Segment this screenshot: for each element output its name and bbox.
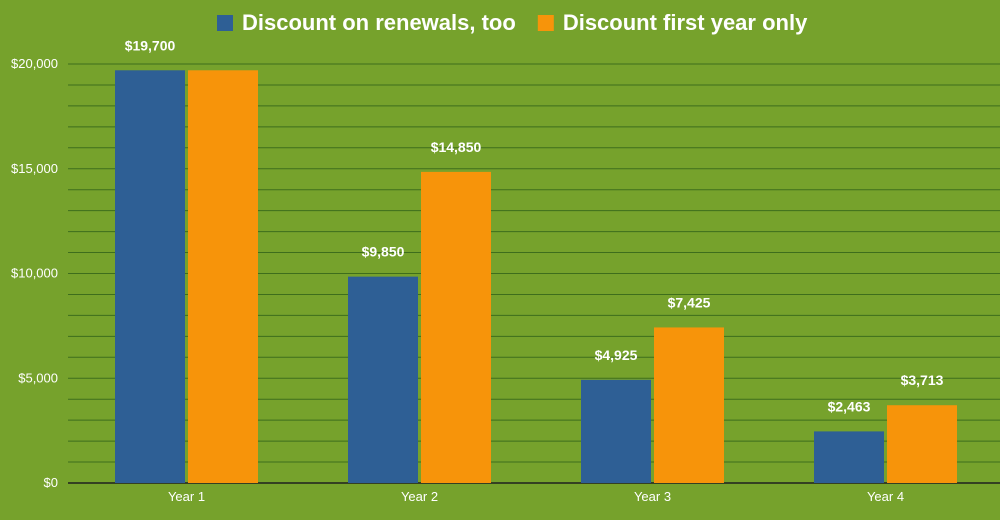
data-label: $2,463	[828, 398, 871, 414]
data-label: $3,713	[901, 372, 944, 388]
data-label: $19,700	[125, 37, 176, 53]
y-tick-label: $5,000	[18, 370, 58, 385]
data-label: $4,925	[595, 347, 638, 363]
bar-renewals-discount-1	[115, 70, 185, 483]
x-tick-label: Year 1	[168, 489, 205, 504]
legend-label: Discount first year only	[563, 10, 808, 35]
x-tick-label: Year 3	[634, 489, 671, 504]
y-tick-label: $10,000	[11, 266, 58, 281]
x-tick-label: Year 2	[401, 489, 438, 504]
x-tick-label: Year 4	[867, 489, 904, 504]
legend-swatch	[217, 15, 233, 31]
legend: Discount on renewals, too Discount first …	[217, 10, 808, 35]
y-tick-label: $15,000	[11, 161, 58, 176]
bar-first-year-discount-3	[654, 327, 724, 483]
y-tick-label: $0	[44, 475, 58, 490]
y-tick-label: $20,000	[11, 56, 58, 71]
bar-renewals-discount-3	[581, 379, 651, 483]
bar-first-year-discount-4	[887, 405, 957, 483]
bar-first-year-discount-2	[421, 171, 491, 483]
data-label: $14,850	[431, 139, 482, 155]
bars	[115, 70, 957, 483]
legend-label: Discount on renewals, too	[242, 10, 516, 35]
data-label: $9,850	[362, 244, 405, 260]
data-labels: $19,700 $9,850 $14,850 $4,925 $7,425 $2,463 $3…	[125, 37, 944, 414]
bar-renewals-discount-4	[814, 431, 884, 483]
bar-first-year-discount-1	[188, 70, 258, 483]
data-label: $7,425	[668, 294, 711, 310]
bar-renewals-discount-2	[348, 276, 418, 483]
x-axis-ticks: Year 1 Year 2 Year 3 Year 4	[168, 489, 904, 504]
y-axis-ticks: $0 $5,000 $10,000 $15,000 $20,000	[11, 56, 58, 490]
legend-swatch	[537, 15, 554, 31]
